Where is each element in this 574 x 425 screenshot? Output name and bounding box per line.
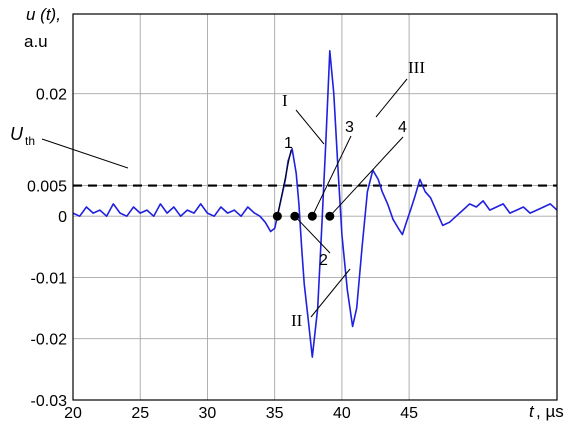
y-tick-label: 0 (58, 209, 67, 226)
tick-labels: 20 25 30 35 40 45 -0.03 -0.02 -0.01 0 0.005 0.02 (27, 87, 418, 422)
annotation-III-leader (375, 78, 408, 118)
annotation-II-leader (310, 268, 351, 318)
y-tick-label: 0.02 (36, 87, 67, 104)
point-leader-line (294, 215, 331, 254)
series-layer (72, 49, 558, 358)
point-label-2: 2 (319, 252, 328, 269)
threshold-leader-line (41, 138, 129, 169)
signal-line (72, 49, 558, 358)
annotation-III: III (408, 58, 425, 77)
x-axis-unit: , µs (536, 402, 564, 421)
y-axis-unit: a.u (24, 32, 48, 51)
threshold-label-sub: th (25, 134, 35, 148)
y-tick-label: 0.005 (27, 179, 67, 196)
x-tick-label: 45 (400, 405, 418, 422)
point-leader-line (311, 135, 352, 217)
annotation-II: II (291, 311, 303, 330)
x-tick-label: 35 (266, 405, 284, 422)
crossing-point (307, 211, 317, 221)
annotation-I-leader (295, 109, 325, 145)
x-tick-label: 25 (131, 405, 149, 422)
x-tick-label: 30 (199, 405, 217, 422)
y-tick-label: -0.02 (31, 332, 68, 349)
y-axis-label: u (t), (26, 5, 61, 24)
point-leader-line (276, 149, 292, 217)
crossing-point (325, 211, 335, 221)
point-leader-line (329, 136, 404, 217)
threshold-label: U (10, 124, 24, 144)
point-label-1: 1 (284, 135, 293, 152)
crossing-points (272, 135, 404, 254)
y-tick-label: -0.01 (31, 270, 68, 287)
x-tick-label: 40 (333, 405, 351, 422)
crossing-point (272, 211, 282, 221)
point-label-4: 4 (398, 119, 407, 136)
y-tick-label: -0.03 (31, 393, 68, 410)
annotation-I: I (282, 91, 288, 110)
crossing-point (290, 211, 300, 221)
x-axis-label: t (529, 402, 535, 421)
grid (72, 14, 557, 401)
x-tick-label: 20 (64, 405, 82, 422)
point-label-3: 3 (345, 119, 354, 136)
plot-frame (72, 13, 558, 401)
